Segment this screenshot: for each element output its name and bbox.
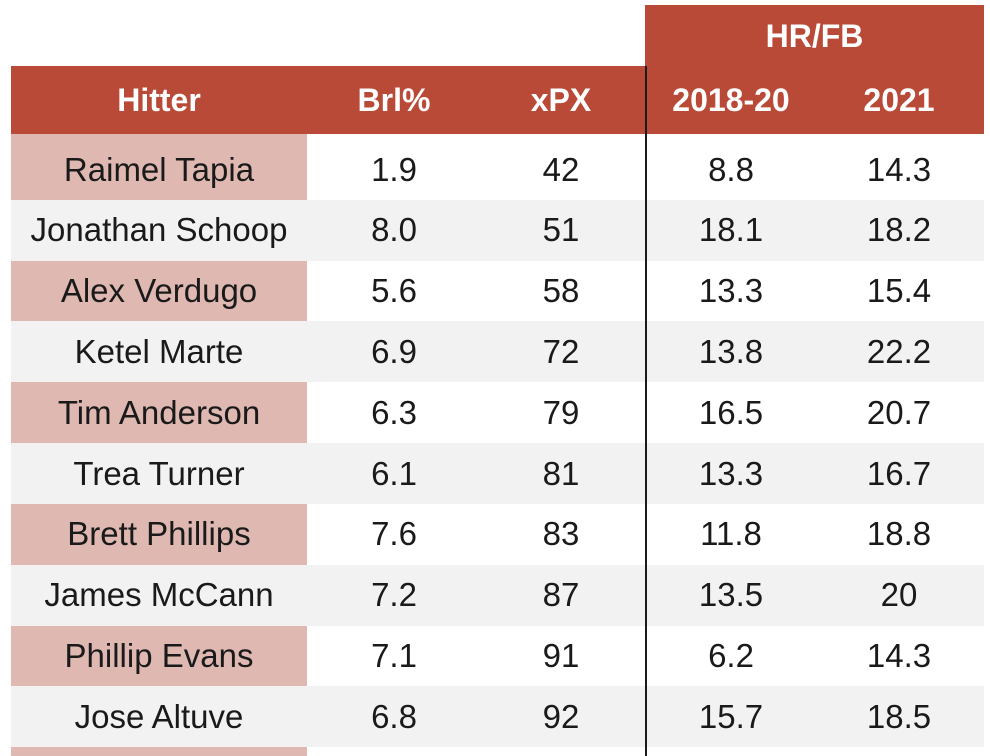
hr-fb-2021-cell: 20.7 bbox=[866, 393, 932, 431]
hr-fb-2018-20-cell: 18.1 bbox=[698, 211, 764, 249]
table-row: Alex Verdugo 5.6 58 13.3 15.4 bbox=[11, 261, 984, 322]
column-header-row: Hitter Brl% xPX 2018-20 2021 bbox=[11, 66, 984, 134]
brl-pct-cell: 6.1 bbox=[371, 454, 417, 492]
hr-fb-2021-cell: 15.4 bbox=[866, 272, 932, 310]
hr-fb-2018-20-cell: 16.5 bbox=[698, 393, 764, 431]
brl-pct-cell: 8.0 bbox=[371, 211, 417, 249]
hr-fb-2021-cell: 22.2 bbox=[866, 332, 932, 370]
hr-fb-group-header: HR/FB bbox=[645, 5, 984, 67]
xpx-cell: 72 bbox=[542, 332, 580, 370]
brl-pct-cell: 7.1 bbox=[371, 636, 417, 674]
hr-fb-column-divider bbox=[645, 66, 647, 756]
xpx-cell: 51 bbox=[542, 211, 580, 249]
brl-pct-cell: 5.6 bbox=[371, 272, 417, 310]
hr-fb-2021-cell: 16.7 bbox=[866, 454, 932, 492]
table-row: Jonathan Schoop 8.0 51 18.1 18.2 bbox=[11, 199, 984, 261]
hitter-name-cell: Raimel Tapia bbox=[63, 150, 255, 188]
hitter-name-cell: Jonathan Schoop bbox=[30, 211, 288, 249]
hr-fb-2021-cell: 14.3 bbox=[866, 636, 932, 674]
hitter-name-cell: Trea Turner bbox=[73, 454, 245, 492]
table-row: Trea Turner 6.1 81 13.3 16.7 bbox=[11, 443, 984, 504]
xpx-cell: 91 bbox=[542, 636, 580, 674]
hitter-name-cell: Ketel Marte bbox=[74, 332, 244, 370]
hr-fb-2018-20-cell: 15.7 bbox=[698, 697, 764, 735]
brl-pct-cell: 1.9 bbox=[371, 150, 417, 188]
column-header-2021: 2021 bbox=[863, 81, 935, 118]
table-row: Tim Anderson 6.3 79 16.5 20.7 bbox=[11, 382, 984, 443]
hr-fb-2021-cell: 18.5 bbox=[866, 697, 932, 735]
brl-pct-cell: 6.3 bbox=[371, 393, 417, 431]
xpx-cell: 42 bbox=[542, 150, 580, 188]
hitter-name-cell: Brett Phillips bbox=[67, 515, 251, 553]
hr-fb-2018-20-cell: 13.3 bbox=[698, 454, 764, 492]
column-header-brl-pct: Brl% bbox=[357, 81, 431, 118]
xpx-cell: 79 bbox=[542, 393, 580, 431]
table-row: Phillip Evans 7.1 91 6.2 14.3 bbox=[11, 625, 984, 686]
hitter-name-cell: Alex Verdugo bbox=[60, 272, 258, 310]
hitter-name-cell: Jose Altuve bbox=[74, 697, 244, 735]
xpx-cell: 81 bbox=[542, 454, 580, 492]
hr-fb-2021-cell: 20 bbox=[880, 576, 918, 614]
table-row: Raimel Tapia 1.9 42 8.8 14.3 bbox=[11, 139, 984, 200]
hitter-name-cell: Tim Anderson bbox=[57, 393, 261, 431]
brl-pct-cell: 6.8 bbox=[371, 697, 417, 735]
table-row: Ketel Marte 6.9 72 13.8 22.2 bbox=[11, 321, 984, 383]
column-header-hitter: Hitter bbox=[117, 81, 201, 118]
hr-fb-2018-20-cell: 8.8 bbox=[708, 150, 754, 188]
hr-fb-2018-20-cell: 11.8 bbox=[700, 515, 762, 553]
hitter-name-cell: James McCann bbox=[44, 576, 274, 614]
hr-fb-2021-cell: 18.2 bbox=[866, 211, 932, 249]
table-row: Jose Altuve 6.8 92 15.7 18.5 bbox=[11, 686, 984, 748]
xpx-cell: 83 bbox=[542, 515, 580, 553]
column-header-2018-20: 2018-20 bbox=[672, 81, 790, 118]
hr-fb-2021-cell: 18.8 bbox=[866, 515, 932, 553]
xpx-cell: 92 bbox=[542, 697, 580, 735]
table-row: James McCann 7.2 87 13.5 20 bbox=[11, 564, 984, 626]
hitter-name-cell: Phillip Evans bbox=[64, 636, 254, 674]
hr-fb-2018-20-cell: 13.3 bbox=[698, 272, 764, 310]
hr-fb-2018-20-cell: 6.2 bbox=[708, 636, 754, 674]
brl-pct-cell: 7.6 bbox=[371, 515, 417, 553]
column-header-xpx: xPX bbox=[530, 81, 592, 118]
brl-pct-cell: 6.9 bbox=[371, 332, 417, 370]
table-row: Brett Phillips 7.6 83 11.8 18.8 bbox=[11, 504, 984, 565]
xpx-cell: 87 bbox=[542, 576, 580, 614]
hr-fb-2021-cell: 14.3 bbox=[866, 150, 932, 188]
hr-fb-2018-20-cell: 13.8 bbox=[698, 332, 764, 370]
xpx-cell: 58 bbox=[542, 272, 580, 310]
hr-fb-2018-20-cell: 13.5 bbox=[698, 576, 764, 614]
brl-pct-cell: 7.2 bbox=[371, 576, 417, 614]
